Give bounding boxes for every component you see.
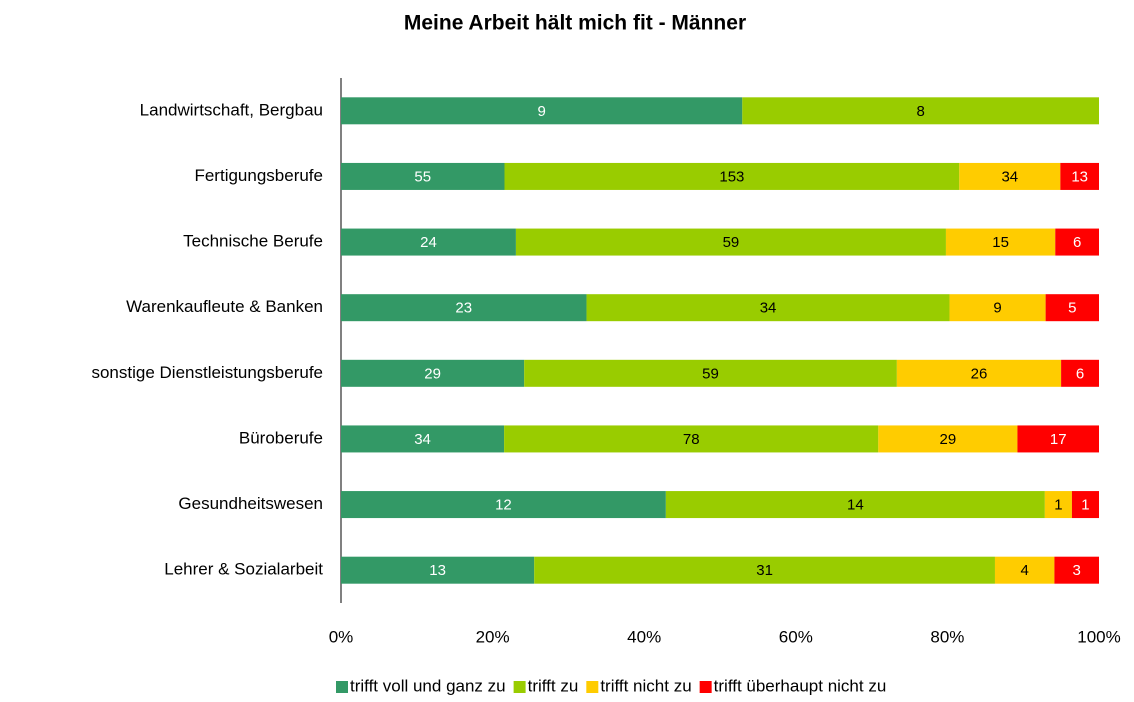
data-label: 14 bbox=[847, 497, 864, 514]
bar-segment bbox=[341, 556, 535, 584]
bar-segment bbox=[341, 491, 666, 519]
x-tick-label: 80% bbox=[930, 627, 964, 646]
bar-segment bbox=[959, 162, 1061, 190]
bar-segment bbox=[945, 228, 1056, 256]
bar-segment bbox=[341, 228, 516, 256]
data-label: 31 bbox=[756, 562, 773, 579]
bar-segment bbox=[878, 425, 1018, 453]
y-tick-label: Fertigungsberufe bbox=[194, 166, 323, 185]
legend-label: trifft nicht zu bbox=[600, 676, 691, 695]
bar-segment bbox=[1017, 425, 1099, 453]
data-label: 15 bbox=[992, 234, 1009, 251]
data-label: 17 bbox=[1050, 431, 1067, 448]
x-tick-label: 20% bbox=[476, 627, 510, 646]
chart-title: Meine Arbeit hält mich fit - Männer bbox=[404, 12, 746, 35]
data-label: 26 bbox=[971, 365, 988, 382]
legend-label: trifft zu bbox=[528, 676, 579, 695]
data-label: 34 bbox=[414, 431, 431, 448]
bar-segment bbox=[896, 359, 1062, 387]
data-label: 8 bbox=[916, 103, 924, 120]
bar-segment bbox=[341, 359, 525, 387]
data-label: 1 bbox=[1081, 497, 1089, 514]
legend-swatch bbox=[513, 681, 526, 693]
data-label: 9 bbox=[993, 300, 1001, 317]
bar-segment bbox=[1071, 491, 1099, 519]
data-label: 59 bbox=[723, 234, 740, 251]
y-tick-label: Gesundheitswesen bbox=[178, 494, 323, 513]
data-label: 29 bbox=[940, 431, 957, 448]
data-label: 59 bbox=[702, 365, 719, 382]
x-tick-label: 40% bbox=[627, 627, 661, 646]
legend-swatch bbox=[336, 681, 348, 693]
y-tick-label: Technische Berufe bbox=[183, 232, 323, 251]
bar-segment bbox=[341, 294, 587, 322]
legend-swatch bbox=[586, 681, 599, 693]
bar-segment bbox=[1045, 294, 1099, 322]
y-tick-label: Büroberufe bbox=[239, 428, 323, 447]
y-tick-label: Landwirtschaft, Bergbau bbox=[140, 100, 323, 119]
bar-segment bbox=[994, 556, 1055, 584]
data-label: 24 bbox=[420, 234, 437, 251]
y-tick-label: sonstige Dienstleistungsberufe bbox=[91, 363, 323, 382]
bar-segment bbox=[524, 359, 897, 387]
data-label: 6 bbox=[1073, 234, 1081, 251]
data-label: 3 bbox=[1073, 562, 1081, 579]
bar-segment bbox=[949, 294, 1046, 322]
bar-segment bbox=[515, 228, 946, 256]
data-label: 5 bbox=[1068, 300, 1076, 317]
bar-segment bbox=[504, 162, 960, 190]
y-tick-label: Lehrer & Sozialarbeit bbox=[164, 560, 323, 579]
data-label: 34 bbox=[1001, 168, 1018, 185]
x-tick-label: 100% bbox=[1077, 627, 1120, 646]
data-label: 34 bbox=[760, 300, 777, 317]
bar-segment bbox=[534, 556, 995, 584]
bar-segment bbox=[1060, 162, 1099, 190]
legend-label: trifft voll und ganz zu bbox=[350, 676, 506, 695]
data-label: 23 bbox=[455, 300, 472, 317]
bar-segment bbox=[341, 425, 505, 453]
legend-label: trifft überhaupt nicht zu bbox=[714, 676, 887, 695]
data-label: 55 bbox=[414, 168, 431, 185]
bar-segment bbox=[665, 491, 1045, 519]
data-label: 12 bbox=[495, 497, 512, 514]
data-label: 4 bbox=[1021, 562, 1029, 579]
data-label: 1 bbox=[1054, 497, 1062, 514]
data-label: 13 bbox=[429, 562, 446, 579]
data-label: 29 bbox=[424, 365, 441, 382]
bar-segment bbox=[341, 162, 505, 190]
x-tick-label: 60% bbox=[779, 627, 813, 646]
data-label: 13 bbox=[1071, 168, 1088, 185]
bar-segment bbox=[1054, 556, 1099, 584]
bar-segment bbox=[1061, 359, 1099, 387]
x-tick-label: 0% bbox=[329, 627, 354, 646]
bar-segment bbox=[1044, 491, 1072, 519]
bar-segment bbox=[586, 294, 950, 322]
bar-segment bbox=[742, 97, 1099, 125]
data-label: 6 bbox=[1076, 365, 1084, 382]
legend-swatch bbox=[699, 681, 712, 693]
data-label: 78 bbox=[683, 431, 700, 448]
bar-segment bbox=[341, 97, 743, 125]
data-label: 9 bbox=[537, 103, 545, 120]
y-tick-label: Warenkaufleute & Banken bbox=[126, 297, 323, 316]
bar-segment bbox=[1055, 228, 1099, 256]
data-label: 153 bbox=[719, 168, 744, 185]
bar-segment bbox=[504, 425, 879, 453]
